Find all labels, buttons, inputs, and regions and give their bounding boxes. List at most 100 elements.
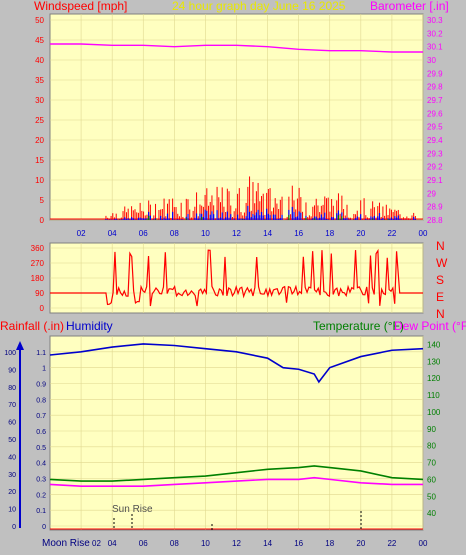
sun-rise-label: Sun Rise xyxy=(112,504,153,515)
temperature-y-tick: 80 xyxy=(427,442,436,451)
rainfall-y-tick: 0.2 xyxy=(36,492,46,499)
graph-date-title: 24 hour graph day June 16 2025 xyxy=(172,0,346,13)
barometer-y-tick: 30 xyxy=(427,56,436,65)
direction-grid xyxy=(50,243,424,313)
humidity-y-tick: 100 xyxy=(4,350,16,357)
temp-x-tick-first: 02 xyxy=(92,539,101,548)
dir-y-tick: 360 xyxy=(31,244,45,253)
temperature-y-tick: 110 xyxy=(427,391,440,400)
barometer-title: Barometer [.in] xyxy=(370,0,449,13)
wind-y-tick: 5 xyxy=(40,196,45,205)
wind-y-tick: 50 xyxy=(35,16,44,25)
wind-x-tick: 02 xyxy=(77,229,86,238)
barometer-y-tick: 29.5 xyxy=(427,123,443,132)
moon-rise-label: Moon Rise xyxy=(42,538,90,549)
barometer-y-tick: 29.6 xyxy=(427,109,443,118)
barometer-line xyxy=(50,43,423,53)
temperature-y-tick: 120 xyxy=(427,374,441,383)
temperature-y-axis: 40 50 60 70 80 90 100 110 120 130 140 xyxy=(427,340,441,518)
wind-x-axis: 02 04 06 08 10 12 14 16 18 20 22 00 xyxy=(77,229,428,238)
dir-label-e: E xyxy=(436,290,444,304)
wind-x-tick: 10 xyxy=(201,229,210,238)
wind-y-tick: 25 xyxy=(35,116,44,125)
dir-y-tick: 270 xyxy=(31,259,45,268)
rainfall-y-tick: 0.8 xyxy=(36,397,46,404)
barometer-y-tick: 28.9 xyxy=(427,203,443,212)
dir-y-tick: 0 xyxy=(40,304,45,313)
wind-y-tick: 15 xyxy=(35,156,44,165)
barometer-y-tick: 29.3 xyxy=(427,149,443,158)
humidity-y-tick: 20 xyxy=(8,489,16,496)
rainfall-y-tick: 1 xyxy=(42,366,46,373)
temperature-title: Temperature (°F) xyxy=(313,319,404,333)
barometer-y-tick: 30.3 xyxy=(427,16,443,25)
humidity-y-tick: 10 xyxy=(8,507,16,514)
direction-series xyxy=(50,248,423,307)
humidity-y-tick: 0 xyxy=(12,524,16,531)
rainfall-y-tick: 0.1 xyxy=(36,508,46,515)
wind-x-tick: 00 xyxy=(419,229,428,238)
temp-x-axis: 04 06 08 10 12 14 16 18 20 22 00 02 xyxy=(92,539,428,548)
barometer-y-tick: 29.4 xyxy=(427,136,443,145)
direction-y-axis: 0 90 180 270 360 xyxy=(31,244,45,313)
barometer-y-tick: 29 xyxy=(427,189,436,198)
temp-x-tick: 20 xyxy=(356,539,365,548)
humidity-y-tick: 30 xyxy=(8,472,16,479)
humidity-y-tick: 70 xyxy=(8,402,16,409)
wind-x-tick: 18 xyxy=(325,229,334,238)
wind-x-tick: 14 xyxy=(263,229,272,238)
temp-x-tick: 00 xyxy=(419,539,428,548)
temperature-y-tick: 100 xyxy=(427,408,441,417)
temp-x-tick: 22 xyxy=(387,539,396,548)
barometer-y-tick: 29.7 xyxy=(427,96,443,105)
wind-x-tick: 20 xyxy=(356,229,365,238)
wind-x-tick: 22 xyxy=(387,229,396,238)
rainfall-title: Rainfall (.in) xyxy=(0,319,64,333)
wind-x-tick: 04 xyxy=(108,229,117,238)
temperature-line xyxy=(49,465,424,482)
dir-y-tick: 90 xyxy=(35,289,44,298)
dir-label-n-bottom: N xyxy=(436,307,445,321)
barometer-y-tick: 29.9 xyxy=(427,69,443,78)
humidity-title: Humidity xyxy=(66,319,113,333)
temp-x-tick: 12 xyxy=(232,539,241,548)
wind-panel-grid xyxy=(50,14,424,221)
barometer-y-tick: 30.2 xyxy=(427,29,443,38)
temperature-y-tick: 70 xyxy=(427,459,436,468)
direction-line xyxy=(50,248,423,307)
wind-y-tick: 40 xyxy=(35,56,44,65)
humidity-y-tick: 90 xyxy=(8,367,16,374)
dewpoint-title: Dew Point (°F) xyxy=(394,319,466,333)
temp-x-tick: 14 xyxy=(263,539,272,548)
wind-series xyxy=(50,43,423,220)
dir-y-tick: 180 xyxy=(31,274,45,283)
temperature-y-tick: 50 xyxy=(427,492,436,501)
wind-y-tick: 20 xyxy=(35,136,44,145)
temp-x-tick: 06 xyxy=(139,539,148,548)
wind-y-tick: 10 xyxy=(35,176,44,185)
temperature-y-tick: 60 xyxy=(427,475,436,484)
windspeed-title: Windspeed [mph] xyxy=(34,0,127,13)
humidity-y-tick: 80 xyxy=(8,385,16,392)
temperature-y-tick: 90 xyxy=(427,425,436,434)
rainfall-y-tick: 1.1 xyxy=(36,350,46,357)
barometer-y-tick: 29.2 xyxy=(427,163,443,172)
rainfall-y-axis: 0 0.1 0.2 0.3 0.4 0.5 0.6 0.7 0.8 0.9 1 1.1 0 10 20 30 4… xyxy=(4,350,46,531)
wind-x-tick: 16 xyxy=(294,229,303,238)
temperature-y-tick: 40 xyxy=(427,509,436,518)
humidity-y-tick: 50 xyxy=(8,437,16,444)
rainfall-y-tick: 0.3 xyxy=(36,477,46,484)
humidity-axis-arrow xyxy=(16,341,24,350)
temp-x-tick: 08 xyxy=(170,539,179,548)
humidity-y-tick: 60 xyxy=(8,420,16,427)
rainfall-y-tick: 0.9 xyxy=(36,382,46,389)
dir-label-s: S xyxy=(436,273,444,287)
wind-y-tick: 35 xyxy=(35,76,44,85)
humidity-y-tick: 40 xyxy=(8,454,16,461)
temp-x-tick: 10 xyxy=(201,539,210,548)
wind-x-tick: 08 xyxy=(170,229,179,238)
wind-x-tick: 12 xyxy=(232,229,241,238)
temperature-y-tick: 130 xyxy=(427,357,441,366)
barometer-y-tick: 30.1 xyxy=(427,43,443,52)
